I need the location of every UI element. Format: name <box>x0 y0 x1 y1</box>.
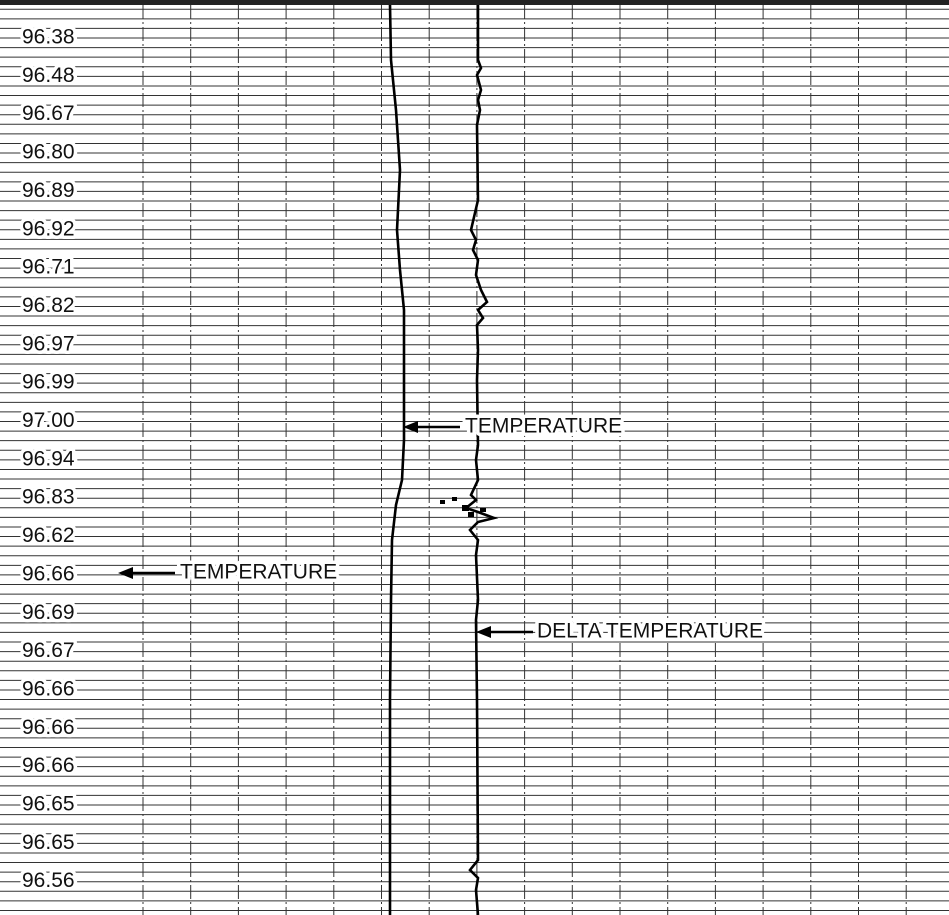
grid <box>0 5 949 915</box>
reading-label: 96.97 <box>22 332 75 355</box>
reading-label: 96.48 <box>22 64 75 87</box>
annotation: DELTA TEMPERATURE <box>537 620 763 643</box>
annotation: TEMPERATURE <box>180 561 337 584</box>
reading-label: 96.99 <box>22 371 75 394</box>
reading-label: 96.71 <box>22 256 75 279</box>
reading-label: 96.65 <box>22 831 75 854</box>
reading-label: 96.69 <box>22 601 75 624</box>
reading-label: 96.92 <box>22 217 75 240</box>
reading-label: 96.56 <box>22 869 75 892</box>
reading-label: 96.38 <box>22 26 75 49</box>
reading-label: 96.65 <box>22 793 75 816</box>
arrowhead <box>476 626 491 638</box>
reading-labels: 96.38 96.48 96.67 96.80 96.89 96.92 96.71 96.82… <box>19 22 79 896</box>
reading-label: 96.89 <box>22 179 75 202</box>
reading-label: 96.67 <box>22 639 75 662</box>
reading-label: 96.83 <box>22 486 75 509</box>
delta-temperature-curve <box>463 5 499 915</box>
annotations: TEMPERATURE TEMPERATURE DELTA TEMPERATUR… <box>118 411 767 646</box>
annotation: TEMPERATURE <box>465 415 622 438</box>
reading-label: 96.66 <box>22 677 75 700</box>
delta-scatter <box>440 497 486 517</box>
reading-label: 96.66 <box>22 716 75 739</box>
reading-label: 96.94 <box>22 447 75 470</box>
top-border <box>0 0 949 5</box>
reading-label: 96.67 <box>22 102 75 125</box>
reading-label: 96.82 <box>22 294 75 317</box>
temperature-curve <box>388 4 406 915</box>
reading-label: 96.66 <box>22 754 75 777</box>
arrowhead <box>118 567 133 579</box>
reading-label: 97.00 <box>22 409 75 432</box>
reading-label: 96.66 <box>22 562 75 585</box>
arrowhead <box>403 421 418 433</box>
reading-label: 96.62 <box>22 524 75 547</box>
reading-label: 96.80 <box>22 141 75 164</box>
